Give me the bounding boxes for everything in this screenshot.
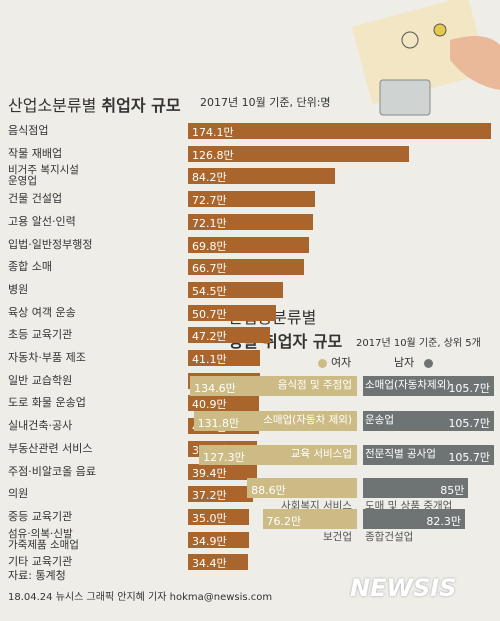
value-label: 134.6만 <box>194 382 236 395</box>
bar <box>363 411 495 431</box>
value-label: 37.2만 <box>192 489 227 503</box>
bar <box>188 508 249 525</box>
bar <box>363 509 466 529</box>
category-label: 작물 재배업 <box>8 146 63 160</box>
bar <box>188 486 253 503</box>
value-label: 76.2만 <box>266 515 302 528</box>
bar <box>247 478 357 498</box>
category-label: 교육 서비스업 <box>290 448 352 460</box>
value-label: 54.5만 <box>192 284 227 298</box>
value-label: 105.7만 <box>448 382 491 395</box>
category-label: 사회복지 서비스 <box>281 500 352 512</box>
value-label: 40.9만 <box>192 398 227 412</box>
bar <box>199 445 357 465</box>
category-label: 고용 알선·인력 <box>8 214 76 228</box>
subtitle: 2017년 10월 기준, 상위 5개 <box>356 338 481 349</box>
category-label: 종합건설업 <box>365 531 414 543</box>
subtitle: 2017년 10월 기준, 단위:명 <box>200 96 331 109</box>
value-label: 66.7만 <box>192 262 227 276</box>
bar <box>188 350 260 366</box>
category-label: 초등 교육기관 <box>8 328 73 342</box>
bar <box>188 554 248 571</box>
value-label: 126.8만 <box>192 148 234 162</box>
value-label: 131.8만 <box>197 417 240 430</box>
value-label: 41.1만 <box>192 353 227 366</box>
category-label: 자동차·부품 제조 <box>8 351 86 364</box>
category-label: 병원 <box>8 282 29 296</box>
category-label: 운송업 <box>365 414 394 426</box>
category-label: 주점·비알코올 음료 <box>8 464 96 478</box>
category-label: 기타 교육기관 <box>8 555 73 569</box>
legend-label: 남자 <box>394 356 415 369</box>
category-label: 도매 및 상품 중개업 <box>365 500 453 512</box>
value-label: 34.4만 <box>192 557 227 571</box>
value-label: 85만 <box>440 484 465 497</box>
decoration <box>351 0 500 116</box>
bar <box>188 213 314 230</box>
bar <box>188 145 409 162</box>
watermark: NEWSIS <box>350 574 457 602</box>
category-label: 음식점 및 주점업 <box>277 379 352 391</box>
category-label: 소매업(자동차제외) <box>365 379 451 391</box>
bar <box>188 327 271 344</box>
value-label: 127.3만 <box>203 451 245 464</box>
value-label: 84.2만 <box>192 171 227 185</box>
value-label: 82.3만 <box>426 515 462 528</box>
bar <box>188 304 277 321</box>
legend-swatch <box>318 359 327 368</box>
value-label: 50.7만 <box>192 307 227 321</box>
category-label: 의원 <box>8 487 29 501</box>
category-label: 육상 여객 운송 <box>8 305 76 319</box>
category-label: 실내건축·공사 <box>8 419 73 433</box>
value-label: 174.1만 <box>192 126 234 139</box>
value-label: 34.9만 <box>192 534 227 548</box>
value-label: 105.7만 <box>448 417 491 430</box>
category-label: 보건업 <box>323 531 352 543</box>
bar <box>188 191 315 208</box>
category-label: 중등 교육기관 <box>8 509 73 523</box>
category-label: 부동산관련 서비스 <box>8 441 93 455</box>
bar <box>190 376 357 396</box>
title: 산업소분류별 <box>8 96 97 115</box>
value-label: 105.7만 <box>448 451 491 464</box>
value-label: 88.6만 <box>251 484 286 497</box>
category-label: 음식점업 <box>8 124 49 137</box>
category-label: 섬유·의복·신발 가죽제품 소매업 <box>8 527 79 551</box>
bar <box>188 531 249 548</box>
value-label: 69.8만 <box>192 239 227 253</box>
credit: 18.04.24 뉴시스 그래픽 안지혜 기자 hokma@newsis.com <box>8 592 273 603</box>
title-bold: 취업자 규모 <box>101 96 181 115</box>
bar <box>363 478 469 498</box>
value-label: 39.4만 <box>192 466 227 480</box>
value-label: 72.1만 <box>192 216 227 230</box>
value-label: 35.0만 <box>192 511 227 525</box>
bar <box>188 463 257 480</box>
bar <box>188 168 335 185</box>
bar <box>363 445 495 465</box>
category-label: 비거주 복지시설 운영업 <box>8 164 79 188</box>
category-label: 종합 소매 <box>8 260 52 274</box>
category-label: 건물 건설업 <box>8 192 63 206</box>
source: 자료: 통계청 <box>8 569 66 582</box>
bar <box>188 281 283 298</box>
bar <box>193 411 357 431</box>
category-label: 소매업(자동차 제외) <box>263 414 352 426</box>
category-label: 도로 화물 운송업 <box>8 396 86 410</box>
legend-label: 여자 <box>331 356 352 369</box>
bar <box>363 376 495 396</box>
value-label: 47.2만 <box>192 330 227 344</box>
bar <box>188 259 305 276</box>
bar <box>188 395 260 412</box>
category-label: 전문직별 공사업 <box>365 448 436 460</box>
legend-swatch <box>424 359 433 368</box>
value-label: 72.7만 <box>192 194 227 208</box>
category-label: 입법·일반정부행정 <box>8 237 93 251</box>
bar <box>188 123 491 139</box>
bar <box>262 509 357 529</box>
bar <box>188 236 310 253</box>
category-label: 일반 교습학원 <box>8 373 73 387</box>
